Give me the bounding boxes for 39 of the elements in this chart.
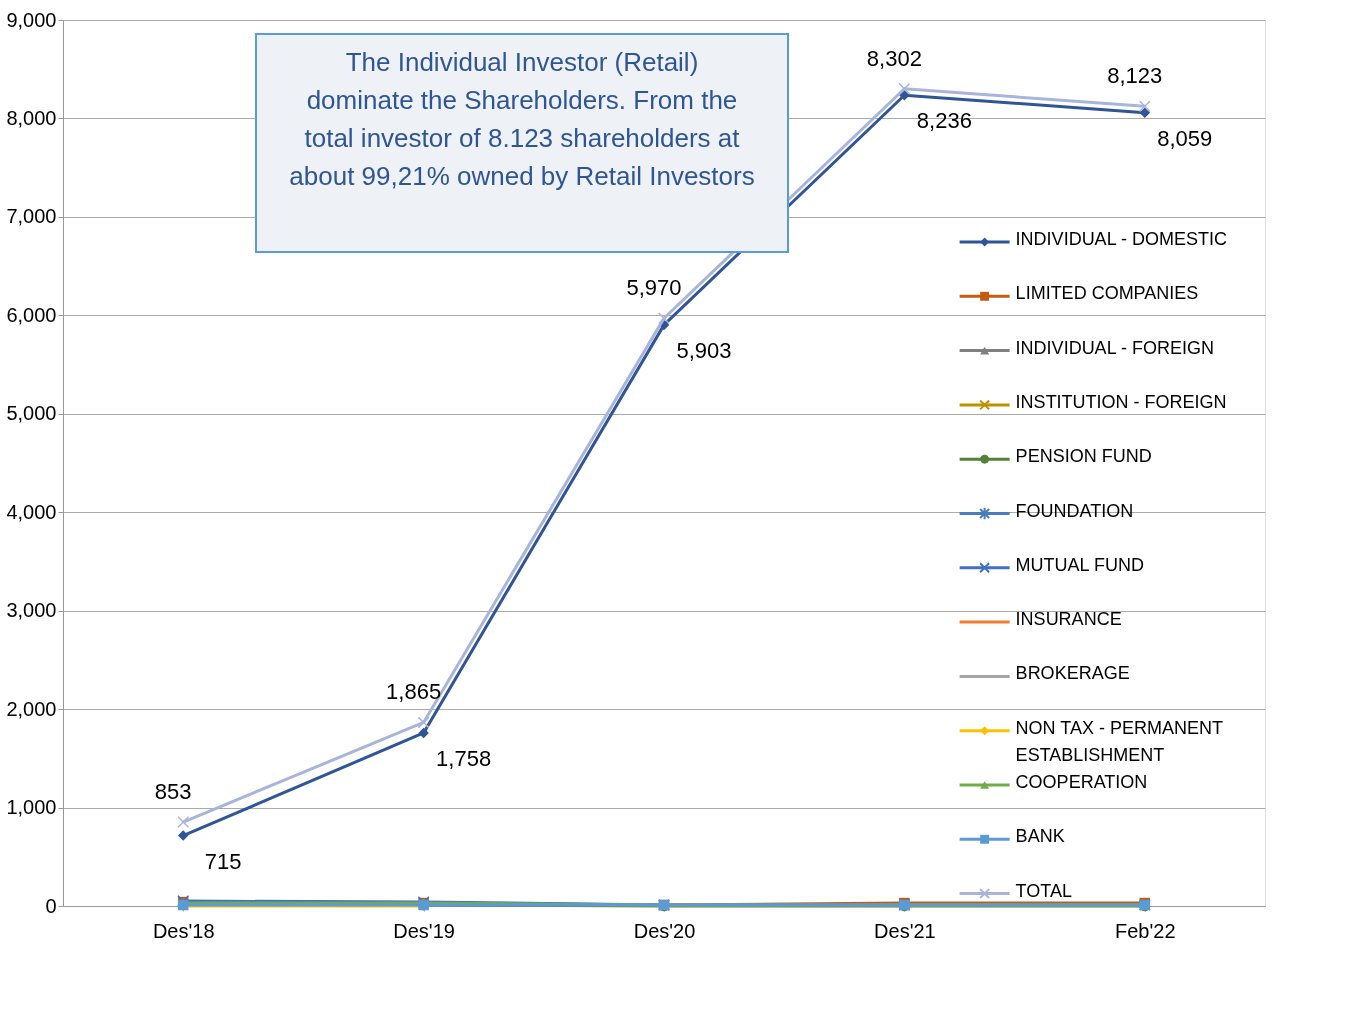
data-label: 1,758 xyxy=(436,745,492,771)
y-tick-label: 8,000 xyxy=(6,106,57,129)
legend-label: LIMITED COMPANIES xyxy=(1015,283,1199,304)
y-tick-label: 2,000 xyxy=(6,697,57,720)
legend-label: MUTUAL FUND xyxy=(1015,554,1144,575)
x-tick-label: Des'21 xyxy=(874,919,936,942)
y-tick-label: 4,000 xyxy=(6,500,57,523)
y-tick-label: 7,000 xyxy=(6,205,57,228)
x-tick-label: Feb'22 xyxy=(1115,919,1176,942)
legend-label: INDIVIDUAL - DOMESTIC xyxy=(1015,229,1227,249)
data-label: 5,903 xyxy=(676,337,732,363)
annotation: The Individual Investor (Retail) dominate the Shareholders. From the total investor of 8.123 shareholders at about 99,21% owned by Retail Investors xyxy=(289,47,755,191)
data-label: 715 xyxy=(204,848,242,874)
legend-label: FOUNDATION xyxy=(1015,500,1134,521)
y-tick-label: 1,000 xyxy=(6,796,57,819)
legend-label: INSURANCE xyxy=(1015,609,1122,630)
data-label: 5,970 xyxy=(626,275,682,301)
legend-label: TOTAL xyxy=(1015,880,1072,901)
data-label: 8,302 xyxy=(866,45,922,71)
data-label: 8,236 xyxy=(916,108,972,134)
legend-label: BANK xyxy=(1015,826,1065,847)
legend-label: INSTITUTION - FOREIGN xyxy=(1015,391,1227,412)
y-tick-label: 3,000 xyxy=(6,599,57,622)
data-label: 8,059 xyxy=(1157,125,1213,151)
legend-label: PENSION FUND xyxy=(1015,446,1152,467)
y-tick-label: 5,000 xyxy=(6,402,57,425)
x-tick-label: Des'18 xyxy=(152,919,215,942)
x-tick-label: Des'19 xyxy=(393,919,455,942)
data-label: 853 xyxy=(154,779,192,805)
data-label: 1,865 xyxy=(386,679,442,705)
x-tick-label: Des'20 xyxy=(633,919,696,942)
legend-label: NON TAX - PERMANENT ESTABLISHMENT xyxy=(1015,717,1223,765)
legend-label: BROKERAGE xyxy=(1015,663,1130,684)
legend-label: COOPERATION xyxy=(1015,772,1148,792)
legend-label: INDIVIDUAL - FOREIGN xyxy=(1015,337,1214,358)
y-tick-label: 6,000 xyxy=(6,303,57,326)
y-tick-label: 9,000 xyxy=(6,8,57,31)
data-label: 8,123 xyxy=(1107,63,1163,89)
y-tick-label: 0 xyxy=(45,894,57,917)
